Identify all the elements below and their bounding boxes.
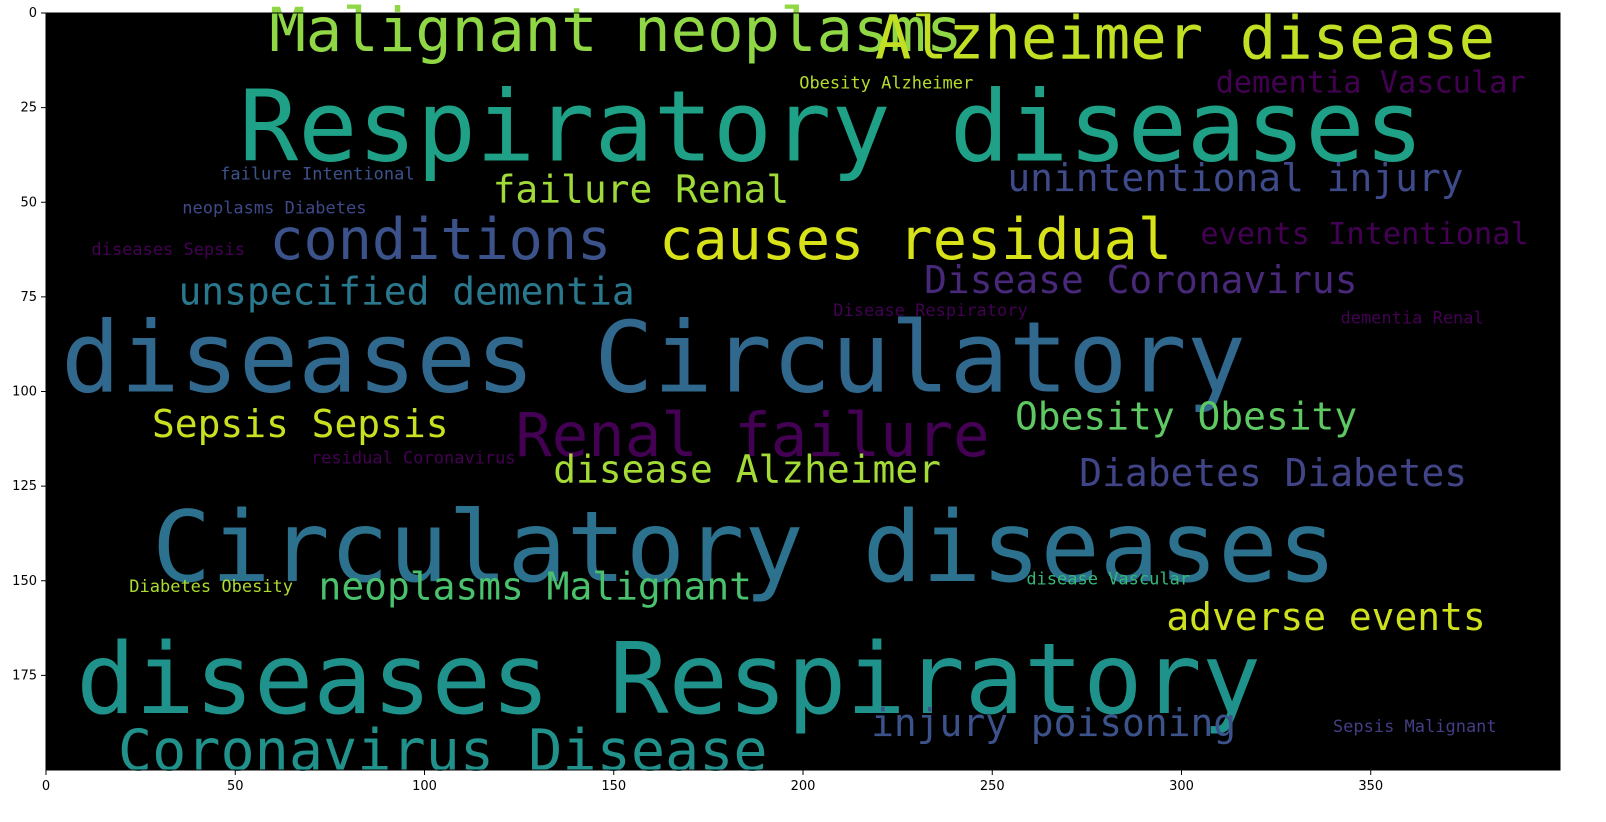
x-tick-label-7: 350	[1358, 779, 1383, 794]
word-23: Diabetes Diabetes	[1079, 451, 1467, 495]
word-28: adverse events	[1166, 595, 1485, 639]
y-tick-label-4: 100	[12, 385, 37, 400]
x-tick-label-1: 50	[227, 779, 244, 794]
word-29: diseases Respiratory	[76, 623, 1261, 737]
word-14: Disease Coronavirus	[924, 258, 1357, 302]
y-tick-label-6: 150	[12, 574, 37, 589]
word-30: Sepsis Malignant	[1333, 717, 1497, 737]
word-24: Circulatory diseases	[152, 491, 1337, 605]
word-10: causes residual	[659, 207, 1172, 273]
x-axis: 0 50 100 150 200 250 300 350	[42, 770, 1383, 794]
word-32: Coronavirus Disease	[118, 718, 768, 784]
y-axis: 0 25 50 75 100 125 150 175	[12, 6, 46, 683]
word-5: failure Intentional	[220, 165, 414, 185]
word-3: dementia Vascular	[1216, 65, 1526, 100]
plot-background	[46, 13, 1560, 770]
word-26: disease Vascular	[1026, 570, 1190, 590]
word-18: Sepsis Sepsis	[152, 402, 449, 446]
x-tick-label-2: 100	[412, 779, 437, 794]
y-tick-label-3: 75	[20, 290, 37, 305]
word-12: diseases Sepsis	[91, 240, 245, 260]
y-tick-label-1: 25	[20, 101, 37, 116]
word-11: events Intentional	[1200, 217, 1528, 252]
y-tick-label-0: 0	[29, 6, 37, 21]
word-19: Renal failure	[515, 401, 989, 471]
word-0: Malignant neoplasms	[269, 0, 962, 66]
word-16: dementia Renal	[1340, 308, 1483, 328]
word-6: unintentional injury	[1007, 156, 1463, 200]
y-tick-label-7: 175	[12, 668, 37, 683]
word-27: neoplasms Malignant	[319, 565, 752, 609]
word-9: conditions	[269, 207, 611, 273]
word-25: Diabetes Obesity	[129, 577, 293, 597]
word-17: diseases Circulatory	[61, 302, 1246, 416]
word-4: Respiratory diseases	[239, 71, 1424, 185]
word-2: Obesity Alzheimer	[799, 74, 973, 94]
word-13: unspecified dementia	[178, 269, 634, 313]
y-tick-label-2: 50	[20, 195, 37, 210]
word-21: residual Coronavirus	[311, 448, 516, 468]
word-31: injury poisoning	[871, 701, 1236, 745]
x-tick-label-6: 300	[1169, 779, 1194, 794]
word-8: neoplasms Diabetes	[182, 199, 366, 219]
word-7: failure Renal	[493, 167, 790, 211]
x-tick-label-3: 150	[601, 779, 626, 794]
word-15: Disease Respiratory	[833, 301, 1027, 321]
x-tick-label-5: 250	[980, 779, 1005, 794]
x-tick-label-4: 200	[791, 779, 816, 794]
word-20: Obesity Obesity	[1015, 394, 1357, 438]
x-tick-label-0: 0	[42, 779, 50, 794]
word-1: Alzheimer disease	[875, 3, 1495, 73]
y-tick-label-5: 125	[12, 479, 37, 494]
word-22: disease Alzheimer	[553, 447, 941, 491]
